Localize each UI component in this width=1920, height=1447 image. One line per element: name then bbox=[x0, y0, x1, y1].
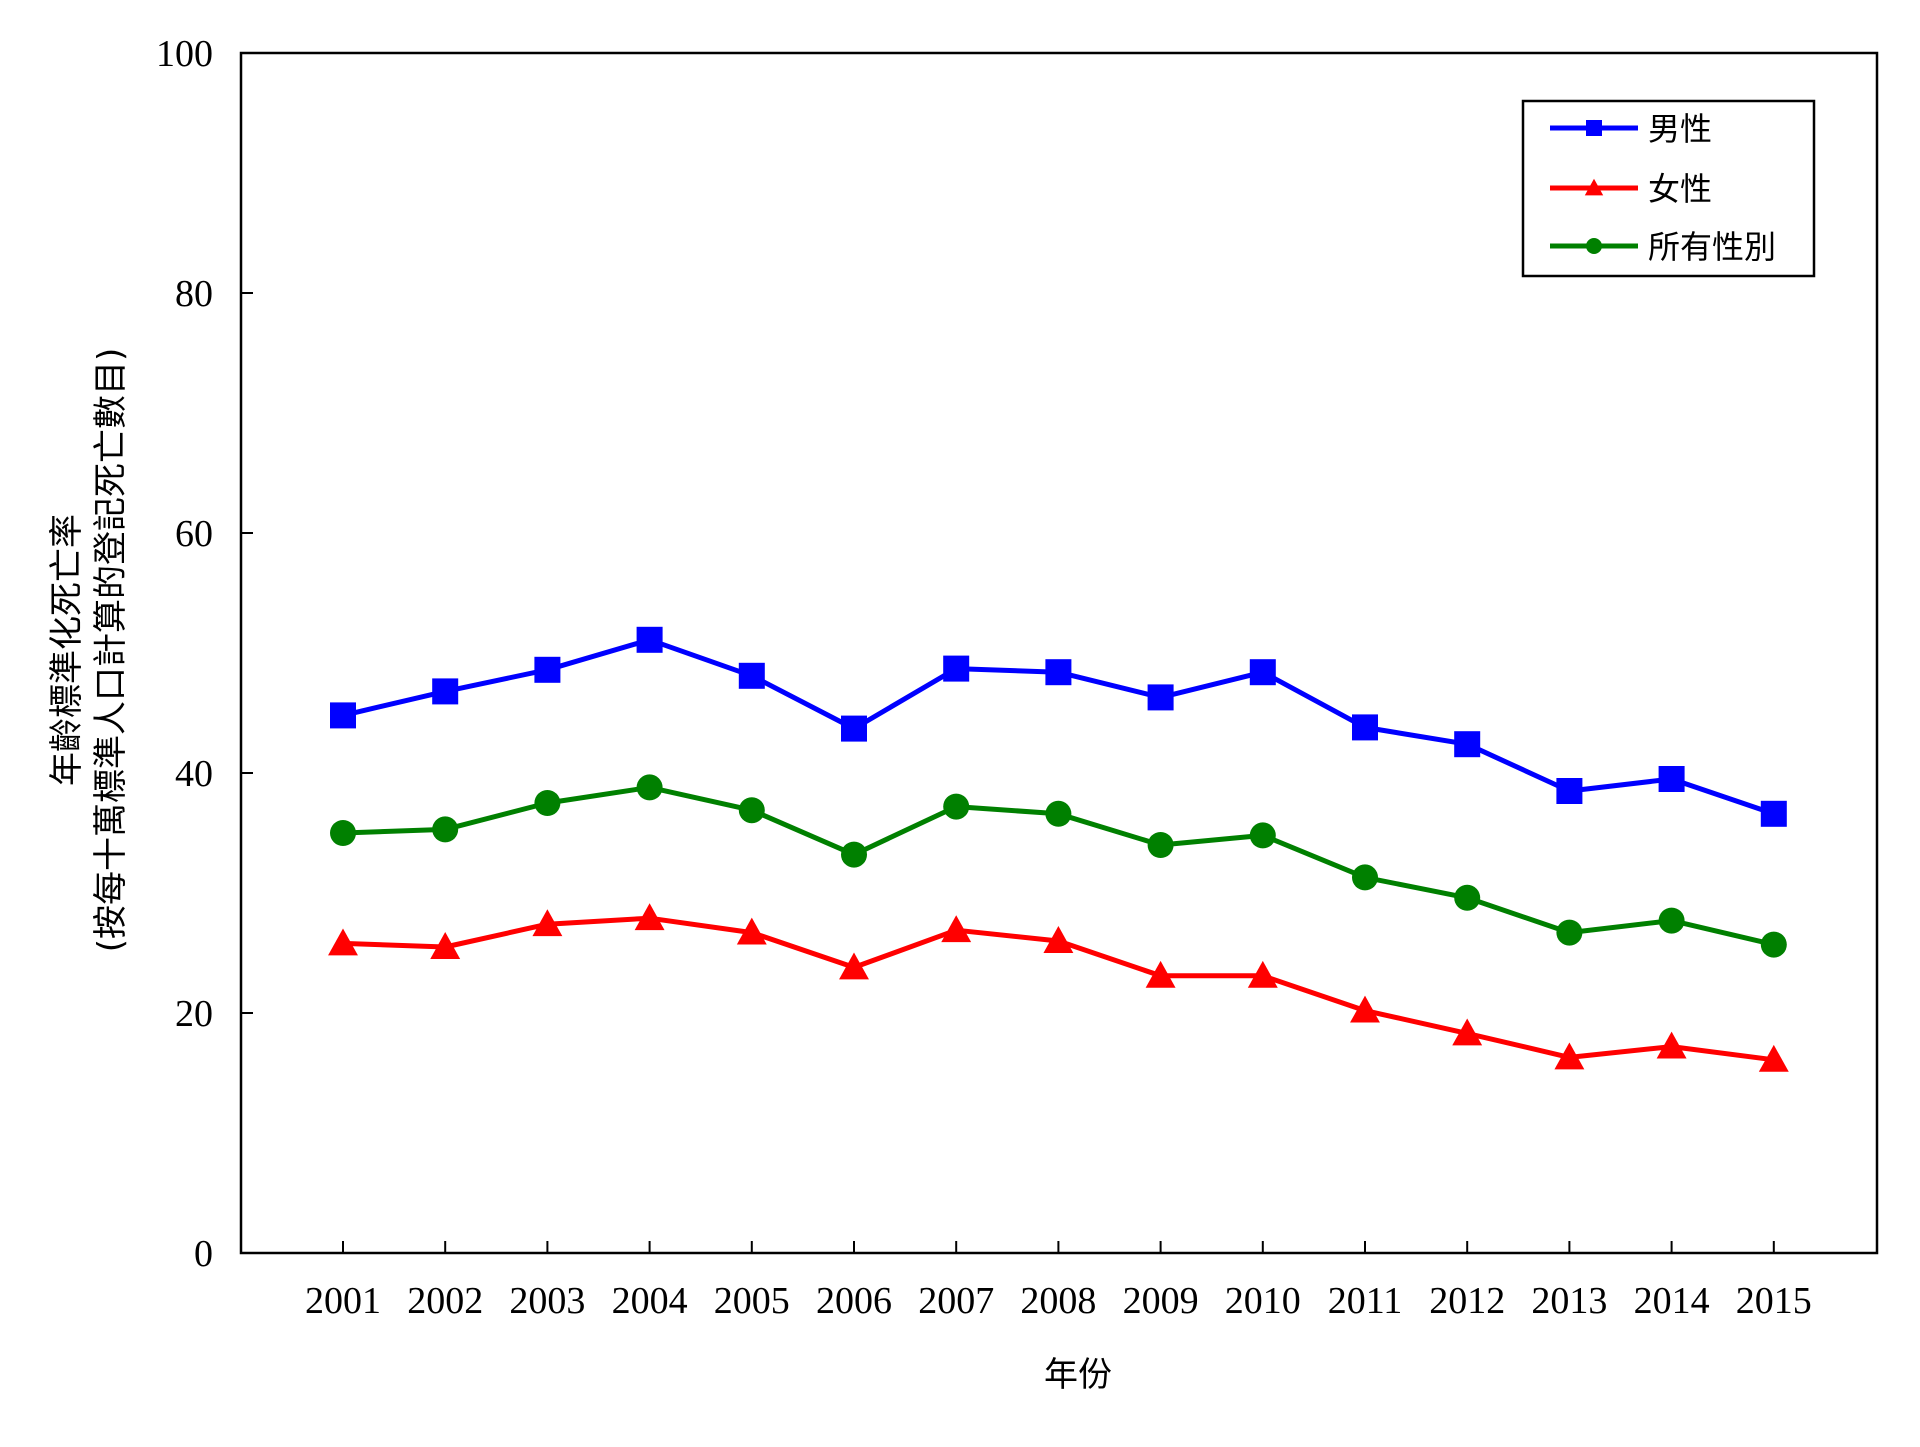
data-point bbox=[634, 903, 665, 931]
x-tick-label: 2003 bbox=[509, 1280, 585, 1322]
legend-item: 男性 bbox=[1550, 110, 1712, 148]
data-point bbox=[841, 715, 867, 742]
data-point bbox=[1760, 800, 1787, 827]
data-point bbox=[534, 656, 561, 683]
data-point bbox=[432, 816, 459, 843]
data-point bbox=[1249, 822, 1276, 849]
data-point bbox=[738, 662, 765, 689]
data-point bbox=[1656, 1031, 1687, 1059]
plot-area-frame bbox=[239, 51, 1879, 1255]
y-tick-label: 80 bbox=[175, 273, 213, 315]
x-tick-label: 2014 bbox=[1634, 1280, 1710, 1322]
x-tick-label: 2006 bbox=[816, 1280, 892, 1322]
y-tick-label: 60 bbox=[175, 513, 213, 555]
data-point bbox=[534, 790, 561, 816]
data-point bbox=[738, 797, 765, 824]
legend-label: 女性 bbox=[1648, 170, 1712, 208]
data-point bbox=[330, 820, 356, 846]
series-0 bbox=[330, 626, 1787, 827]
data-point bbox=[1045, 800, 1072, 827]
data-point bbox=[1249, 659, 1276, 686]
legend-label: 所有性別 bbox=[1648, 228, 1776, 266]
y-axis-title-line-2: (按每十萬標準人口計算的登記死亡數目) bbox=[91, 348, 131, 953]
data-point bbox=[736, 917, 767, 945]
legend-marker bbox=[1586, 120, 1602, 136]
x-tick-label: 2007 bbox=[918, 1280, 994, 1322]
data-point bbox=[1658, 766, 1685, 792]
x-tick-label: 2004 bbox=[612, 1280, 688, 1322]
data-point bbox=[841, 841, 867, 868]
data-point bbox=[432, 678, 459, 705]
x-axis-ticks: 2001 2002 2003 2004 2005 2006 2007 2008 2009 2010… bbox=[305, 1241, 1812, 1322]
x-tick-label: 2008 bbox=[1020, 1280, 1096, 1322]
data-point bbox=[1556, 778, 1583, 804]
data-point bbox=[1658, 907, 1685, 934]
x-axis-title: 年份 bbox=[1044, 1355, 1112, 1395]
x-tick-label: 2015 bbox=[1736, 1280, 1812, 1322]
data-point bbox=[636, 626, 663, 653]
series-1 bbox=[328, 903, 1789, 1072]
data-point bbox=[1758, 1044, 1789, 1072]
data-point bbox=[328, 928, 358, 956]
data-point bbox=[1145, 960, 1176, 988]
data-point bbox=[943, 793, 970, 820]
series-layer bbox=[328, 626, 1789, 1072]
data-point bbox=[1147, 684, 1174, 711]
x-tick-label: 2011 bbox=[1328, 1280, 1403, 1322]
y-tick-label: 40 bbox=[175, 753, 213, 795]
data-point bbox=[1352, 714, 1378, 741]
data-point bbox=[1147, 832, 1174, 858]
data-point bbox=[1352, 864, 1378, 891]
x-tick-label: 2012 bbox=[1429, 1280, 1505, 1322]
y-tick-label: 0 bbox=[194, 1233, 213, 1275]
y-tick-label: 20 bbox=[175, 993, 213, 1035]
legend-marker bbox=[1584, 178, 1604, 196]
series-2 bbox=[330, 774, 1787, 958]
legend-label: 男性 bbox=[1648, 110, 1712, 148]
legend-item: 所有性別 bbox=[1550, 228, 1776, 266]
data-point bbox=[1247, 960, 1278, 988]
y-axis-ticks: 0 20 40 60 80 100 bbox=[156, 33, 253, 1275]
data-point bbox=[1454, 731, 1481, 758]
x-tick-label: 2010 bbox=[1225, 1280, 1301, 1322]
data-point bbox=[330, 702, 356, 729]
data-point bbox=[941, 915, 972, 943]
legend-marker bbox=[1586, 238, 1602, 254]
data-point bbox=[532, 909, 563, 937]
data-point bbox=[1350, 995, 1380, 1023]
data-point bbox=[636, 774, 663, 801]
data-point bbox=[1043, 926, 1074, 953]
x-tick-label: 2009 bbox=[1123, 1280, 1199, 1322]
x-tick-label: 2002 bbox=[407, 1280, 483, 1322]
x-tick-label: 2005 bbox=[714, 1280, 790, 1322]
y-axis-title-line-1: 年齡標準化死亡率 bbox=[47, 514, 87, 786]
data-point bbox=[943, 655, 970, 682]
data-point bbox=[1454, 884, 1481, 911]
x-tick-label: 2001 bbox=[305, 1280, 381, 1322]
data-point bbox=[1556, 919, 1583, 946]
data-point bbox=[1760, 931, 1787, 958]
data-point bbox=[1452, 1018, 1483, 1046]
x-tick-label: 2013 bbox=[1531, 1280, 1607, 1322]
y-tick-label: 100 bbox=[156, 33, 213, 75]
data-point bbox=[1554, 1042, 1585, 1070]
data-point bbox=[1045, 659, 1072, 686]
legend-item: 女性 bbox=[1550, 170, 1712, 208]
data-point bbox=[430, 932, 461, 959]
data-point bbox=[839, 952, 869, 980]
